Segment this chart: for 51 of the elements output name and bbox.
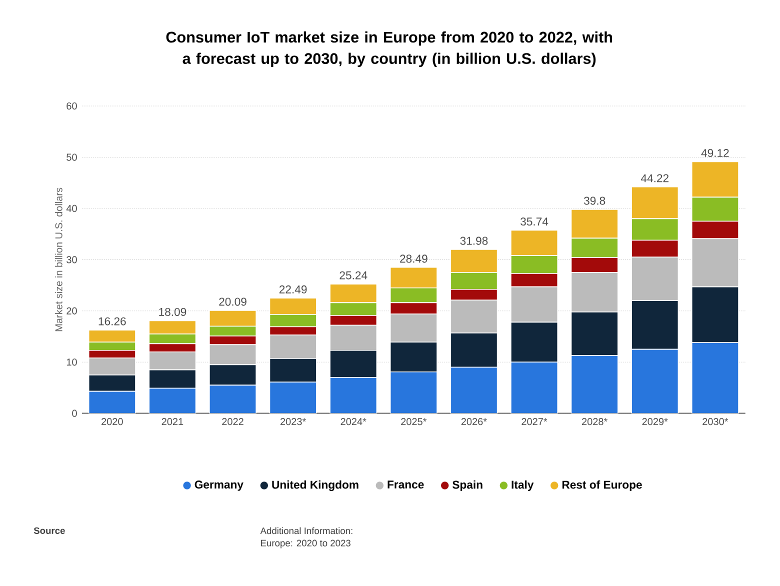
total-label: 28.49: [400, 254, 428, 263]
text: Europe: 2020 to 2023: [261, 540, 350, 548]
legend-label: France: [388, 480, 424, 489]
total-label: 35.74: [520, 218, 548, 226]
bar: [88, 390, 136, 414]
bar: [209, 384, 256, 414]
y-tick-label: 10: [66, 358, 77, 366]
x-tick-label: 2028*: [582, 418, 608, 426]
bar: [510, 362, 558, 414]
legend-label: Germany: [194, 480, 244, 491]
bar: [570, 355, 618, 414]
total-label: 25.24: [340, 271, 368, 280]
legend-label: Spain: [452, 480, 482, 491]
y-tick-label: 40: [66, 204, 77, 212]
y-tick-label: 60: [66, 102, 77, 110]
x-tick-label: 2029*: [642, 418, 668, 426]
legend-label: Italy: [512, 480, 534, 491]
y-tick-label: 50: [66, 154, 77, 161]
x-tick-label: 2030*: [702, 418, 728, 426]
total-label: 44.22: [640, 174, 668, 182]
x-tick-label: 2025*: [401, 418, 427, 426]
total-label: 16.26: [98, 317, 126, 326]
bar: [269, 382, 317, 414]
total-label: 39.8: [584, 196, 606, 205]
bar: [691, 342, 739, 414]
bar: [330, 377, 378, 414]
x-tick-label: 2027*: [522, 418, 548, 426]
x-tick-label: 2024*: [340, 418, 366, 426]
y-tick-label: 30: [66, 256, 77, 264]
x-tick-label: 2021: [162, 418, 184, 426]
bar: [631, 348, 679, 414]
total-label: 31.98: [460, 236, 488, 245]
total-label: 20.09: [219, 298, 246, 306]
bar: [390, 371, 438, 414]
y-tick-label: 20: [66, 307, 77, 314]
bar: [450, 366, 498, 414]
total-label: 22.49: [279, 285, 307, 294]
text: Source: [34, 527, 65, 534]
x-tick-label: 2020: [102, 418, 123, 426]
legend-label: United Kingdom: [272, 480, 358, 492]
total-label: 49.12: [701, 149, 729, 158]
text: Additional Information:: [260, 527, 352, 534]
y-axis-title: Market size in billion U.S. dollars: [55, 188, 62, 332]
x-tick-label: 2026*: [461, 418, 487, 426]
x-tick-label: 2023*: [280, 418, 306, 426]
legend-label: Rest of Europe: [562, 480, 642, 491]
y-tick-label: 0: [72, 410, 77, 417]
chart-title: Consumer IoT market size in Europe from 2020 to 2022, with a forecast up to 2030, by country (in billion U.S. dollars): [166, 31, 612, 67]
total-label: 18.09: [159, 308, 186, 316]
x-tick-label: 2022: [222, 418, 244, 426]
bar: [148, 388, 196, 414]
